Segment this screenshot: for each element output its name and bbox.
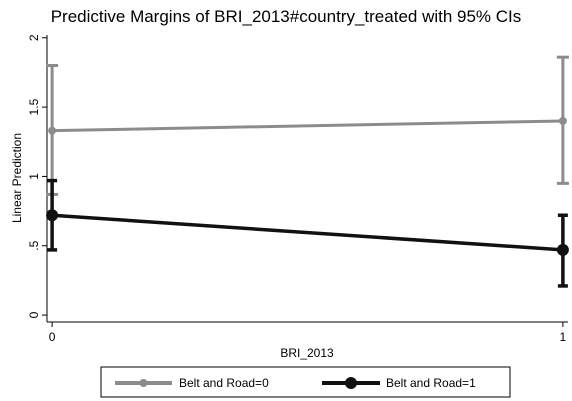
chart-title: Predictive Margins of BRI_2013#country_t… — [51, 7, 522, 26]
x-axis-title: BRI_2013 — [280, 346, 334, 360]
y-tick-label: 2 — [27, 34, 41, 41]
series-line — [51, 213, 564, 252]
y-axis-title: Linear Prediction — [10, 133, 24, 223]
legend-marker-1 — [345, 377, 357, 389]
y-ticks: 0 .5 1 1.5 2 — [27, 34, 47, 318]
legend-label-1: Belt and Road=1 — [386, 376, 476, 390]
series-layer — [46, 55, 569, 288]
legend-label-0: Belt and Road=0 — [179, 376, 269, 390]
series-0 — [46, 55, 569, 196]
y-tick-label: 0 — [27, 311, 41, 318]
series-1 — [46, 178, 569, 288]
data-point — [556, 243, 569, 256]
x-tick-label: 1 — [560, 330, 567, 344]
y-tick-label: 1.5 — [27, 98, 41, 115]
legend-marker-0 — [139, 379, 148, 387]
legend: Belt and Road=0 Belt and Road=1 — [100, 366, 511, 398]
data-point — [46, 209, 59, 222]
data-point — [558, 116, 567, 125]
x-tick-label: 0 — [49, 330, 56, 344]
series-line — [52, 119, 563, 133]
y-tick-label: .5 — [27, 240, 41, 250]
data-point — [48, 126, 57, 135]
y-tick-label: 1 — [27, 173, 41, 180]
